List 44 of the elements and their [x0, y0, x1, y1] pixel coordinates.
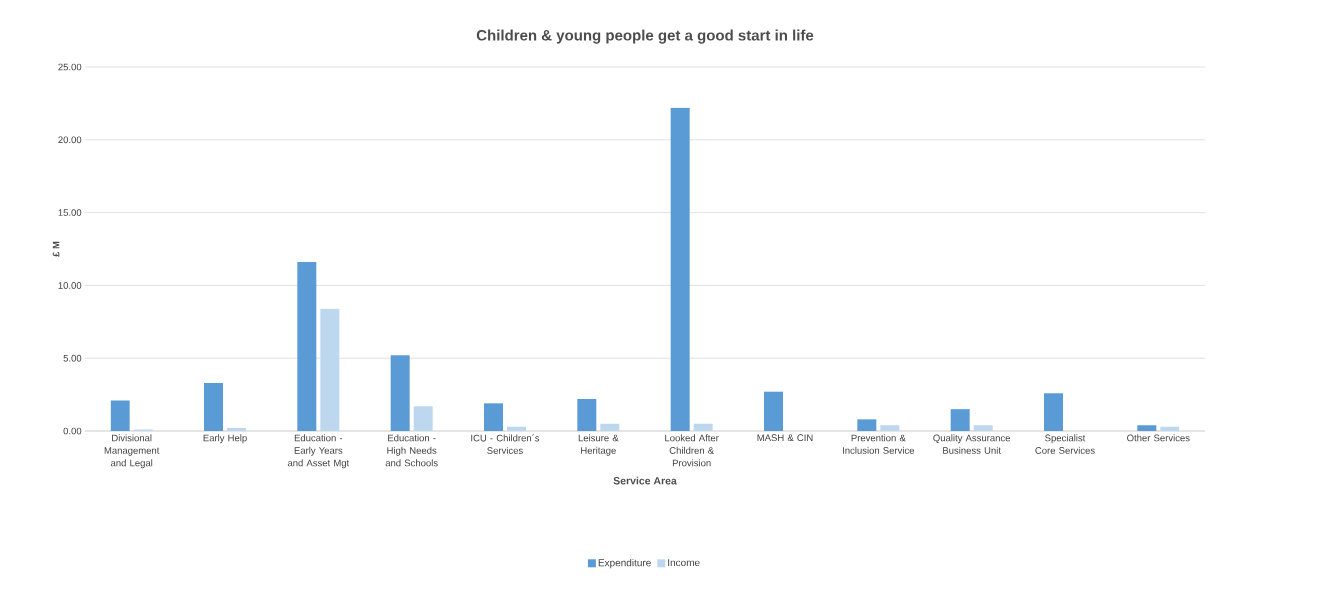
y-axis-title: £ M — [52, 241, 60, 257]
bar — [1160, 426, 1180, 431]
bar — [764, 391, 783, 431]
y-tick-label: 5.00 — [63, 354, 82, 362]
bar — [857, 419, 877, 431]
legend-label: Expenditure — [598, 558, 651, 569]
bar — [413, 406, 433, 431]
bar — [1044, 393, 1063, 431]
y-tick-label: 0.00 — [63, 427, 82, 435]
chart-title: Children & young people get a good start in life — [476, 29, 814, 44]
y-tick-label: 10.00 — [58, 282, 82, 289]
bar — [507, 426, 526, 431]
bar — [204, 382, 223, 431]
bar — [227, 428, 246, 431]
bar — [880, 425, 900, 431]
x-tick-label: Specialist Core Services — [1035, 434, 1095, 454]
y-tick-label: 15.00 — [58, 209, 82, 216]
x-tick-label: ICU - Children´s Services — [471, 434, 540, 454]
x-tick-label: Divisional Management and Legal — [104, 434, 160, 469]
bar — [693, 423, 713, 431]
bar — [577, 398, 597, 431]
bar — [1137, 425, 1157, 431]
bar — [670, 107, 690, 431]
bar — [390, 355, 410, 431]
x-tick-label: Education - High Needs and Schools — [385, 434, 438, 467]
bar — [484, 403, 503, 431]
x-tick-label: MASH & CIN — [757, 434, 813, 442]
bar — [973, 425, 993, 431]
bar — [600, 423, 620, 431]
bar — [110, 400, 130, 431]
x-axis-title: Service Area — [613, 476, 677, 485]
x-tick-label: Other Services — [1127, 434, 1190, 442]
y-tick-label: 25.00 — [58, 63, 82, 71]
x-tick-label: Early Help — [203, 434, 247, 444]
x-tick-label: Leisure & Heritage — [578, 434, 619, 456]
x-tick-label: Prevention & Inclusion Service — [843, 434, 915, 454]
x-tick-label: Education - Early Years and Asset Mgt — [287, 434, 350, 469]
legend-label: Income — [668, 559, 700, 567]
bar — [950, 409, 970, 431]
y-tick-label: 20.00 — [58, 136, 82, 144]
bar — [320, 308, 340, 431]
x-tick-label: Quality Assurance Business Unit — [933, 434, 1011, 454]
x-tick-label: Looked After Children & Provision — [665, 434, 719, 467]
bar — [297, 262, 317, 431]
